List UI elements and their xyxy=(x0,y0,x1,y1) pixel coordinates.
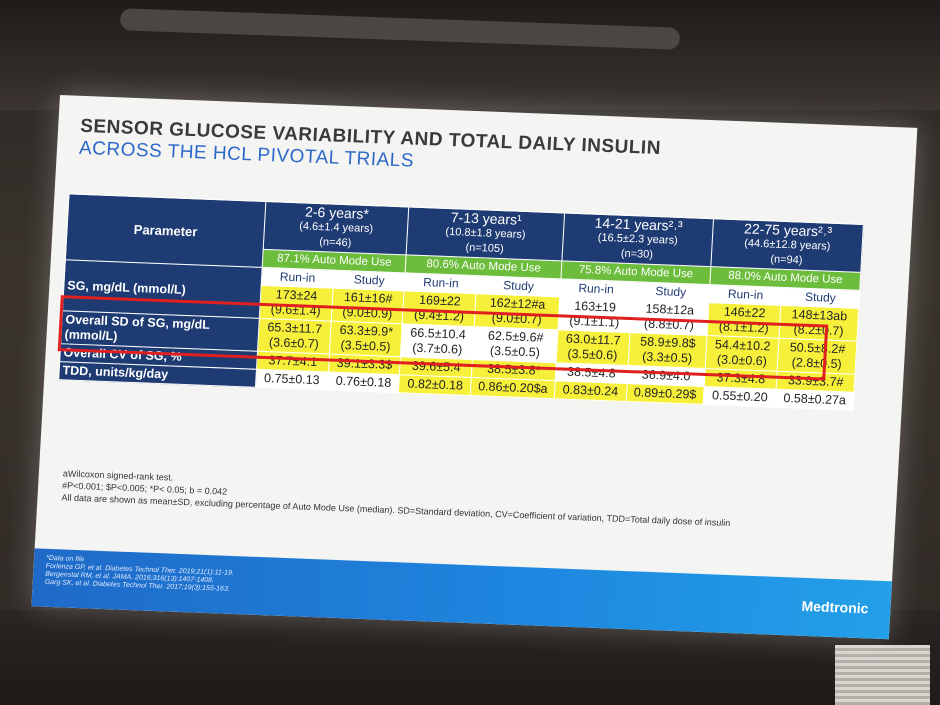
group-header-1: 2-6 years* (4.6±1.4 years) (n=46) xyxy=(263,201,410,255)
table-cell: 162±12#a (9.0±0.7) xyxy=(474,293,560,330)
results-table: Parameter 2-6 years* (4.6±1.4 years) (n=… xyxy=(58,193,864,411)
table-cell: 0.58±0.27a xyxy=(775,389,855,411)
table-cell: 63.0±11.7 (3.5±0.6) xyxy=(556,329,630,366)
ceiling-duct xyxy=(119,8,681,50)
table-cell: 0.83±0.24 xyxy=(554,380,627,402)
table-cell: 158±12a (8.8±0.7) xyxy=(629,299,710,336)
table-cell: 146±22 (8.1±1.2) xyxy=(707,302,782,339)
medtronic-logo: Medtronic xyxy=(801,597,869,617)
ceiling xyxy=(0,0,940,110)
table-cell: 62.5±9.6# (3.5±0.5) xyxy=(472,326,558,363)
table-cell: 50.5±8.2# (2.8±0.5) xyxy=(777,338,857,375)
table-cell: 169±22 (9.4±1.2) xyxy=(402,290,477,327)
table-cell: 58.9±9.8$ (3.3±0.5) xyxy=(627,332,708,369)
table-cell: 0.86±0.20$a xyxy=(470,377,556,399)
row-label-sg: SG, mg/dL (mmol/L) xyxy=(62,259,263,319)
parameter-header: Parameter xyxy=(65,193,266,268)
table-cell: 63.3±9.9* (3.5±0.5) xyxy=(329,321,403,357)
table-cell: 173±24 (9.6±1.4) xyxy=(259,285,333,322)
group-header-2: 7-13 years¹ (10.8±1.8 years) (n=105) xyxy=(406,206,565,261)
table-cell: 0.89±0.29$ xyxy=(625,383,705,405)
table-cell: 0.76±0.18 xyxy=(327,372,400,393)
table-cell: 0.82±0.18 xyxy=(398,374,472,396)
air-vent xyxy=(835,645,930,705)
projected-slide: SENSOR GLUCOSE VARIABILITY AND TOTAL DAI… xyxy=(31,95,918,640)
table-cell: 66.5±10.4 (3.7±0.6) xyxy=(400,323,475,360)
table-cell: 0.55±0.20 xyxy=(703,386,777,408)
table-cell: 161±16# (9.0±0.9) xyxy=(331,288,405,324)
table-cell: 163±19 (9.1±1.1) xyxy=(557,296,632,333)
table-cell: 148±13ab (8.2±0.7) xyxy=(779,305,859,342)
table-cell: 65.3±11.7 (3.6±0.7) xyxy=(257,318,332,355)
group-header-3: 14-21 years²˒³ (16.5±2.3 years) (n=30) xyxy=(561,212,714,267)
footnotes: aWilcoxon signed-rank test. #P<0.001; $P… xyxy=(61,467,732,529)
references: *Data on file Forlenza GP, et al. Diabet… xyxy=(45,555,235,594)
group-header-4: 22-75 years²˒³ (44.6±12.8 years) (n=94) xyxy=(711,218,864,273)
table-cell: 0.75±0.13 xyxy=(255,369,329,390)
table-cell: 54.4±10.2 (3.0±0.6) xyxy=(705,335,780,372)
